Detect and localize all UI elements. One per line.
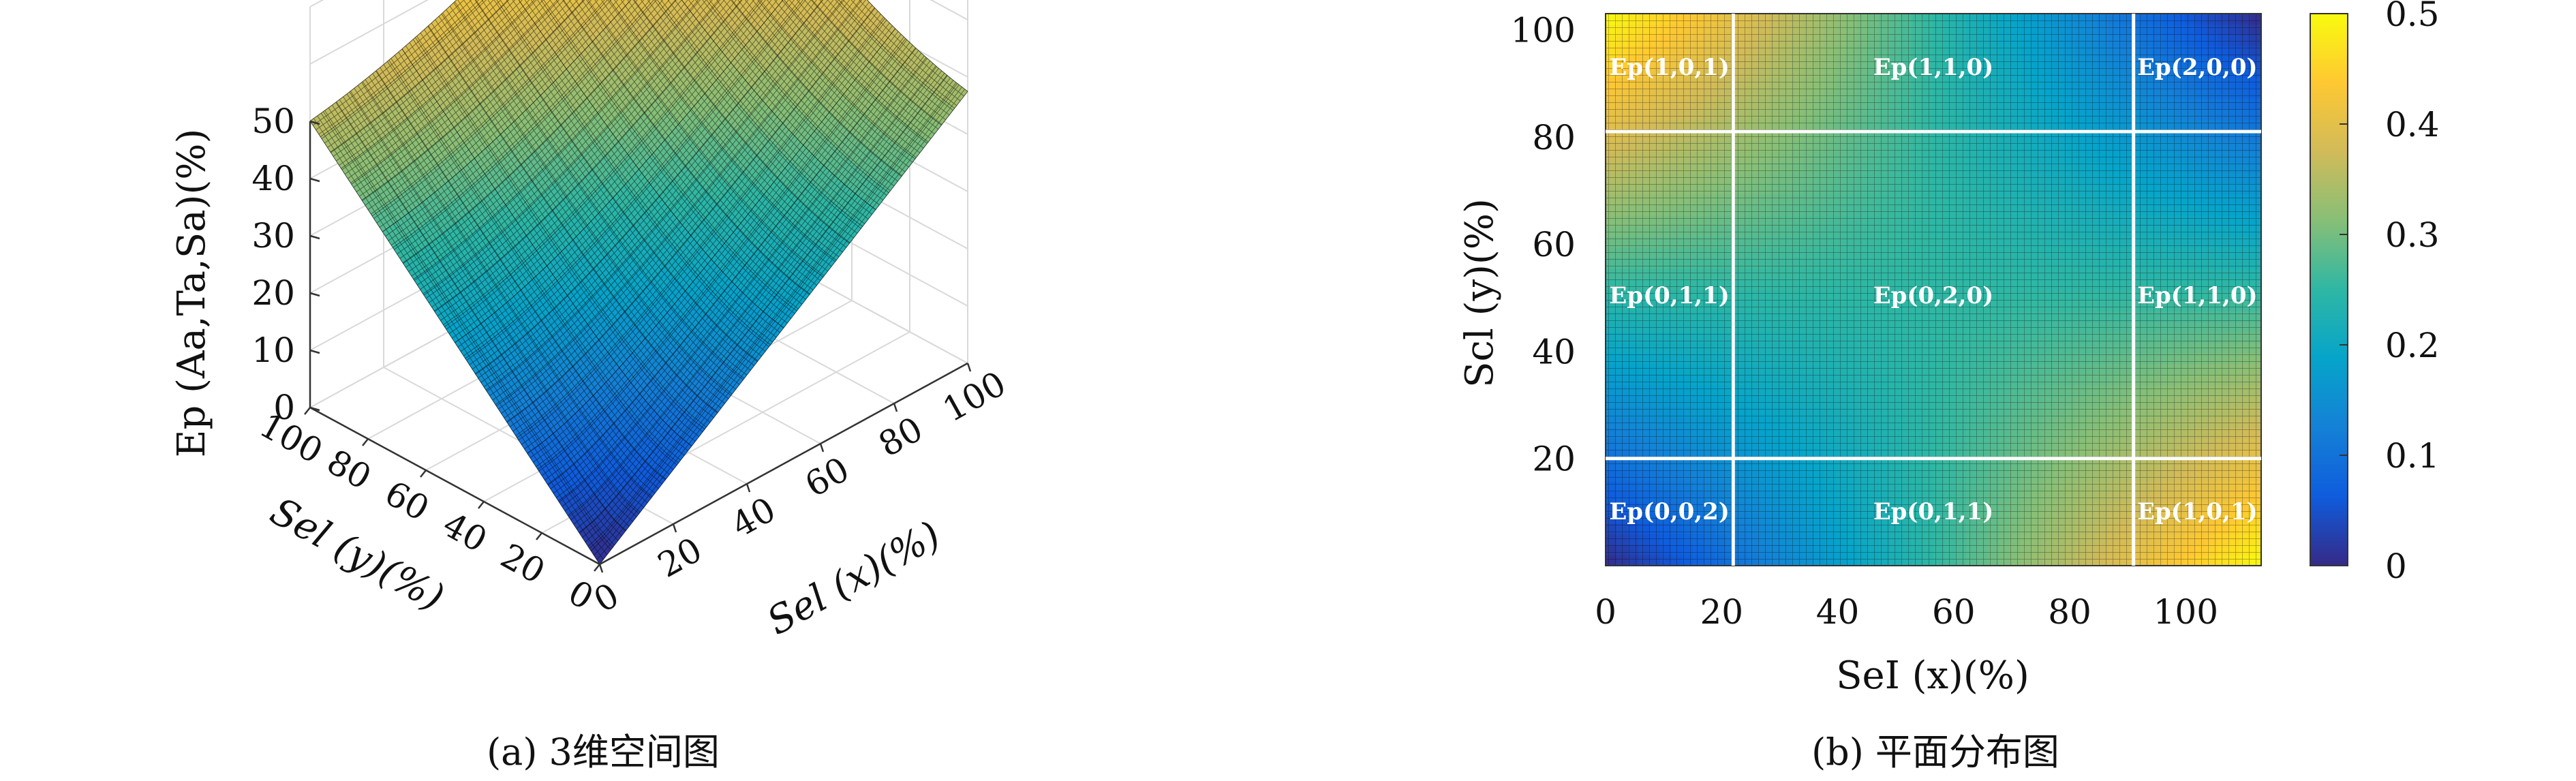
y-axis-label-b: Scl (y)(%) bbox=[1458, 198, 1502, 388]
region-label: Ep(1,1,0) bbox=[2137, 282, 2258, 309]
region-label: Ep(2,0,0) bbox=[2137, 54, 2258, 81]
x-tick-label-b: 0 bbox=[1595, 592, 1616, 632]
heatmap-mesh bbox=[1606, 14, 2261, 566]
region-label: Ep(0,1,1) bbox=[1873, 498, 1994, 525]
colorbar-tick-label: 0.5 bbox=[2385, 0, 2440, 34]
x-tick-label-b: 60 bbox=[1932, 592, 1976, 632]
y-tick-label: 100 bbox=[253, 405, 329, 472]
colorbar-tick-label: 0.1 bbox=[2385, 436, 2440, 476]
x-tick-label-b: 20 bbox=[1700, 592, 1743, 632]
region-label: Ep(0,0,2) bbox=[1609, 498, 1730, 525]
colorbar-tick-label: 0 bbox=[2385, 547, 2407, 586]
tick-labels-b: 0 20 40 60 80 100 20 40 60 80 100 bbox=[1511, 11, 2218, 632]
x-axis-label-b: SeI (x)(%) bbox=[1836, 654, 2029, 698]
x-tick-label-b: 80 bbox=[2048, 592, 2091, 632]
y-tick-label: 20 bbox=[494, 536, 551, 592]
heatmap-frame bbox=[1605, 13, 2262, 566]
z-tick-label: 20 bbox=[251, 273, 295, 313]
z-tick-label: 10 bbox=[251, 331, 295, 370]
z-tick-label: 0 bbox=[273, 388, 295, 427]
colorbar-tick-label: 0.2 bbox=[2385, 326, 2440, 365]
region-label: Ep(1,0,1) bbox=[2137, 498, 2258, 525]
x-tick-label: 80 bbox=[872, 409, 930, 465]
y-tick-label-b: 20 bbox=[1532, 440, 1576, 479]
caption-b: (b) 平面分布图 bbox=[1811, 731, 2059, 774]
x-tick-label-b: 40 bbox=[1816, 592, 1860, 632]
region-labels: Ep(1,0,1) Ep(1,1,0) Ep(2,0,0) Ep(0,1,1) Ep(0… bbox=[1609, 54, 2257, 525]
region-label: Ep(0,2,0) bbox=[1873, 282, 1994, 309]
x-axis-label-a: Sel (x)(%) bbox=[760, 513, 948, 644]
x-tick-label: 60 bbox=[799, 449, 856, 505]
y-tick-label-b: 80 bbox=[1532, 118, 1576, 157]
colorbar bbox=[2310, 13, 2348, 566]
x-tick-label: 40 bbox=[725, 489, 782, 545]
y-tick-label-b: 40 bbox=[1532, 332, 1576, 371]
surface-plot bbox=[309, 0, 968, 565]
surface-patch bbox=[838, 0, 843, 3]
y-tick-label: 60 bbox=[378, 473, 435, 529]
region-label: Ep(1,0,1) bbox=[1609, 54, 1730, 81]
colorbar-tick-label: 0.3 bbox=[2385, 215, 2440, 255]
caption-a: (a) 3维空间图 bbox=[487, 731, 720, 774]
x-tick-label-b: 100 bbox=[2153, 592, 2218, 632]
z-tick-label: 40 bbox=[251, 159, 295, 198]
z-tick-label: 30 bbox=[251, 216, 295, 256]
y-tick-label-b: 60 bbox=[1532, 225, 1576, 264]
axes-a bbox=[304, 120, 972, 573]
z-tick-label: 50 bbox=[251, 102, 295, 141]
x-tick-label: 20 bbox=[651, 530, 709, 585]
colorbar-ticks: 0 0.1 0.2 0.3 0.4 0.5 bbox=[2340, 0, 2440, 586]
region-label: Ep(1,1,0) bbox=[1873, 54, 1994, 81]
z-axis-label-a: Ep (Aa,Ta,Sa)(%) bbox=[170, 129, 214, 458]
colorbar-tick-label: 0.4 bbox=[2385, 105, 2440, 144]
panel-b-heatmap: Ep(1,0,1) Ep(1,1,0) Ep(2,0,0) Ep(0,1,1) Ep(0… bbox=[1458, 0, 2440, 698]
region-dividers bbox=[1606, 14, 2261, 566]
y-tick-label: 80 bbox=[320, 442, 378, 497]
y-tick-label-b: 100 bbox=[1511, 11, 1576, 50]
y-tick-label: 40 bbox=[436, 504, 493, 560]
region-label: Ep(0,1,1) bbox=[1609, 282, 1730, 309]
